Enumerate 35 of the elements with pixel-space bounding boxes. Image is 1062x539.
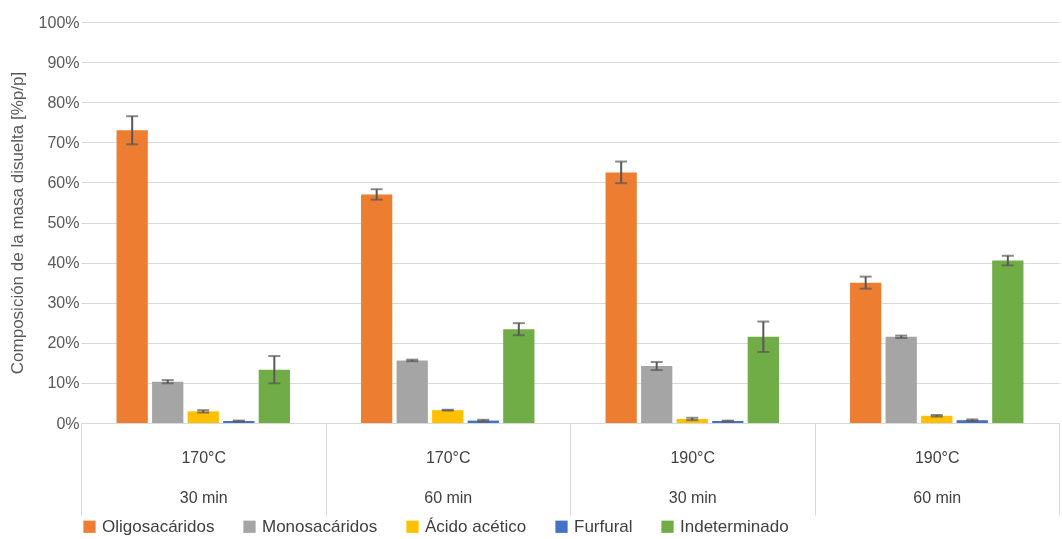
y-tick-label: 30% bbox=[47, 294, 80, 312]
y-tick-label: 20% bbox=[47, 334, 80, 352]
legend-label: Ácido acético bbox=[425, 516, 527, 536]
y-tick-label: 70% bbox=[47, 133, 80, 151]
bar bbox=[503, 329, 535, 423]
bar bbox=[187, 411, 219, 423]
category-label: 170°C 60 min bbox=[424, 448, 473, 506]
legend-label: Indeterminado bbox=[680, 516, 789, 536]
y-tick-label: 100% bbox=[38, 13, 80, 31]
y-tick-label: 60% bbox=[47, 173, 80, 191]
bar bbox=[850, 282, 882, 423]
bar bbox=[258, 369, 290, 423]
category-label: 190°C 30 min bbox=[668, 448, 717, 506]
bar bbox=[432, 410, 464, 423]
legend-label: Furfural bbox=[574, 516, 633, 536]
y-tick-label: 0% bbox=[56, 414, 80, 432]
y-tick-label: 10% bbox=[47, 374, 80, 392]
category-label: 190°C 60 min bbox=[913, 448, 962, 506]
legend-label: Oligosacáridos bbox=[102, 516, 215, 536]
y-tick-label: 50% bbox=[47, 214, 80, 231]
bar bbox=[396, 360, 428, 423]
bar bbox=[885, 336, 917, 423]
y-tick-label: 80% bbox=[47, 93, 80, 111]
bar bbox=[152, 381, 184, 423]
bar bbox=[116, 130, 148, 423]
y-tick-label: 90% bbox=[47, 53, 80, 71]
legend-label: Monosacáridos bbox=[262, 516, 378, 536]
bar bbox=[641, 366, 673, 423]
bar bbox=[747, 336, 779, 423]
y-tick-label: 40% bbox=[47, 254, 80, 272]
y-axis-title: Composición de la masa disuelta [%p/p] bbox=[7, 71, 27, 375]
bar bbox=[605, 172, 637, 423]
bar bbox=[361, 194, 393, 423]
category-label: 170°C 30 min bbox=[179, 448, 228, 506]
bar bbox=[992, 260, 1024, 423]
